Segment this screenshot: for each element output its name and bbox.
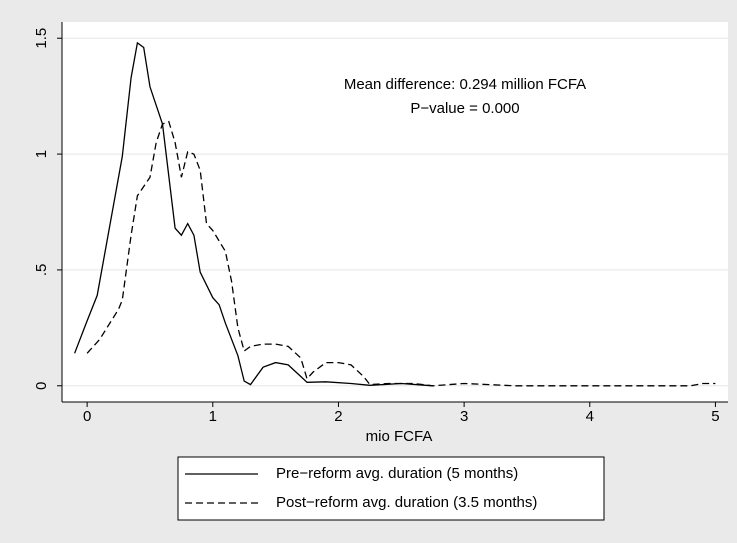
x-tick-label: 2 — [334, 408, 342, 425]
annotation: P−value = 0.000 — [410, 100, 519, 117]
y-tick-label: 1.5 — [33, 28, 50, 49]
y-tick-label: 0 — [33, 382, 50, 390]
x-tick-label: 0 — [83, 408, 91, 425]
y-tick-label: .5 — [33, 264, 50, 277]
x-tick-label: 5 — [711, 408, 719, 425]
legend-label: Post−reform avg. duration (3.5 months) — [276, 494, 537, 511]
x-axis-label: mio FCFA — [366, 428, 433, 445]
legend-label: Pre−reform avg. duration (5 months) — [276, 465, 518, 482]
x-tick-label: 1 — [209, 408, 217, 425]
y-tick-label: 1 — [33, 150, 50, 158]
x-tick-label: 3 — [460, 408, 468, 425]
series-line — [73, 41, 433, 387]
annotation: Mean difference: 0.294 million FCFA — [344, 76, 586, 93]
series-line — [86, 120, 716, 387]
x-tick-label: 4 — [586, 408, 594, 425]
legend — [177, 456, 605, 521]
